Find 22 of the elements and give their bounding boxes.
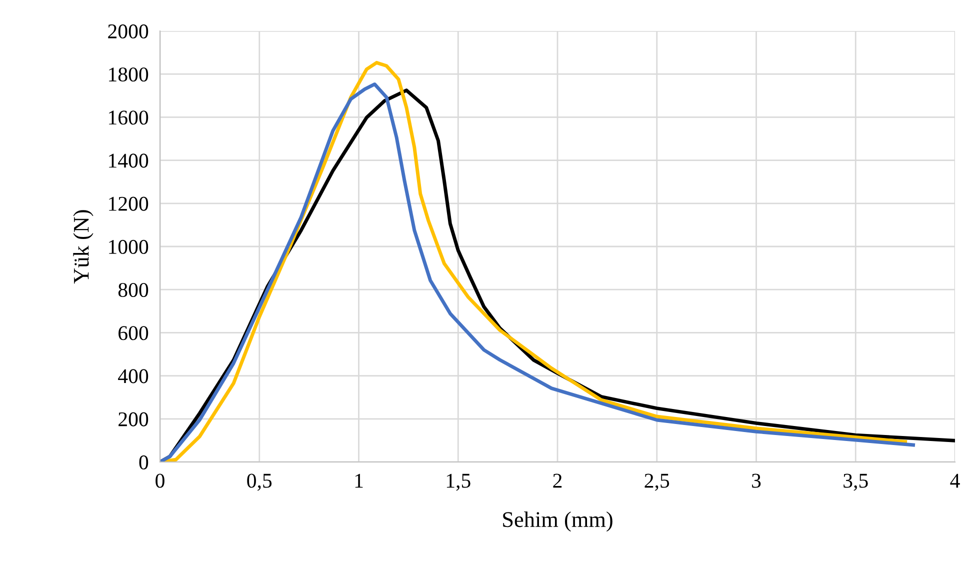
y-tick-label: 800 (118, 282, 148, 298)
x-tick-label: 2 (553, 474, 562, 488)
x-tick-label: 0 (156, 474, 164, 488)
x-axis-title: Sehim (mm) (503, 511, 612, 532)
x-tick-label: 1,5 (446, 474, 470, 491)
y-tick-label: 1400 (109, 154, 148, 168)
y-tick-label: 400 (118, 369, 148, 384)
x-tick-label: 4 (950, 474, 960, 488)
x-tick-label: 3 (752, 474, 761, 488)
y-tick-label: 600 (118, 326, 148, 340)
y-tick-label: 0 (139, 455, 148, 470)
x-tick-label: 3,5 (844, 474, 868, 491)
y-tick-label: 200 (118, 412, 148, 426)
y-tick-label: 1200 (109, 196, 148, 211)
x-tick-label: 2,5 (644, 474, 670, 491)
y-tick-label: 1000 (109, 240, 148, 254)
y-tick-label: 2000 (108, 24, 148, 38)
y-tick-label: 1600 (109, 110, 148, 125)
y-tick-label: 1800 (109, 67, 148, 82)
x-tick-label: 0,5 (247, 474, 272, 491)
x-tick-label: 1 (355, 474, 363, 488)
y-axis-title: Yük (N) (73, 210, 94, 284)
